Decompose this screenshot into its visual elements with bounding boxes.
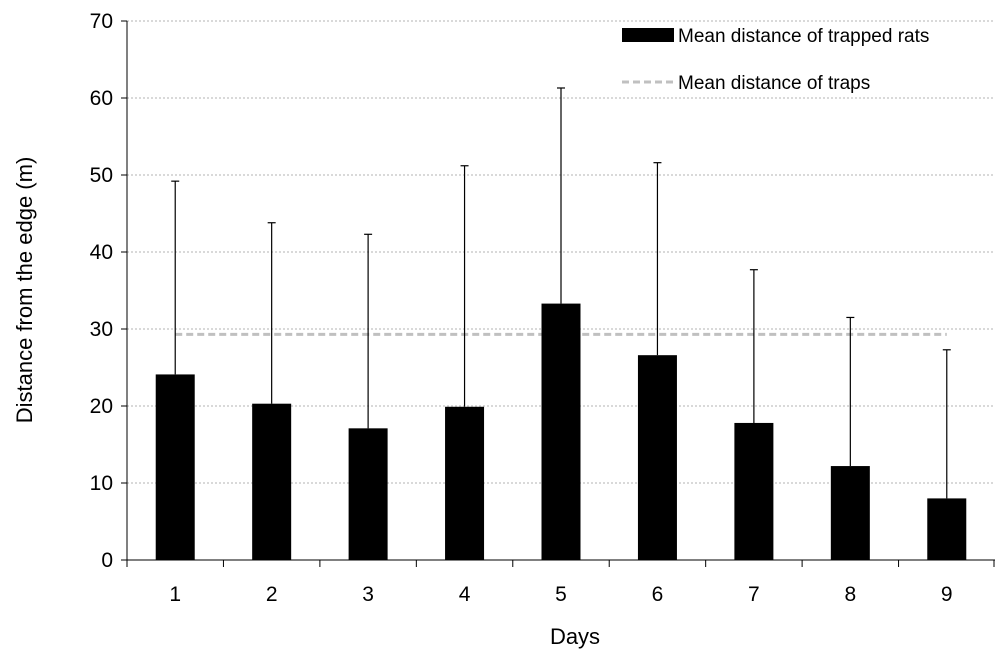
y-tick-label: 70 xyxy=(90,10,113,33)
y-axis-title: Distance from the edge (m) xyxy=(12,157,37,424)
y-tick-label: 60 xyxy=(90,87,113,110)
legend-bar-swatch xyxy=(622,28,674,42)
bars xyxy=(155,303,967,560)
bar xyxy=(830,466,870,560)
y-tick-label: 50 xyxy=(90,164,113,187)
x-tick-label: 9 xyxy=(941,583,953,606)
bar xyxy=(927,498,967,560)
x-tick-label: 8 xyxy=(844,583,856,606)
y-tick-label: 30 xyxy=(90,318,113,341)
y-tick-label: 40 xyxy=(90,241,113,264)
bar xyxy=(252,403,292,560)
bar xyxy=(637,355,677,560)
x-tick-label: 4 xyxy=(459,583,471,606)
bar xyxy=(541,303,581,560)
bar xyxy=(445,406,485,560)
y-tick-label: 20 xyxy=(90,395,113,418)
y-tick-label: 0 xyxy=(101,549,113,572)
x-tick-label: 6 xyxy=(652,583,664,606)
x-tick-label: 2 xyxy=(266,583,278,606)
legend-bar-label: Mean distance of trapped rats xyxy=(678,26,929,47)
legend: Mean distance of trapped rats Mean dista… xyxy=(622,26,929,94)
bar xyxy=(734,422,774,560)
x-tick-label: 3 xyxy=(362,583,374,606)
error-bars xyxy=(171,87,951,499)
x-tick-label: 7 xyxy=(748,583,760,606)
x-axis-title: Days xyxy=(550,624,600,649)
legend-line-label: Mean distance of traps xyxy=(678,73,870,94)
bar xyxy=(155,374,195,560)
x-tick-label: 1 xyxy=(169,583,181,606)
bar xyxy=(348,428,388,560)
x-tick-label: 5 xyxy=(555,583,567,606)
tick-labels: 0 10 20 30 40 50 60 70 1 2 3 4 5 6 7 8 9 xyxy=(90,10,953,606)
y-tick-label: 10 xyxy=(90,472,113,495)
